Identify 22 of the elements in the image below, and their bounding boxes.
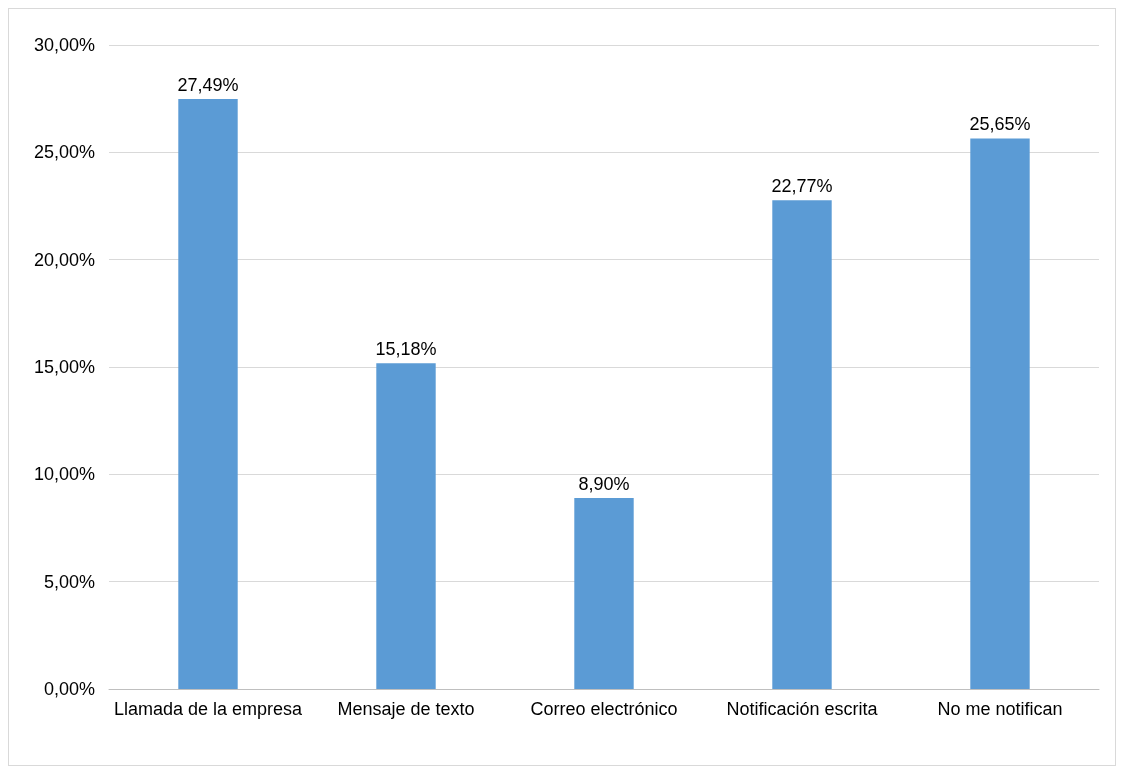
data-label: 8,90%: [578, 473, 630, 494]
bar: [772, 200, 832, 689]
y-tick-label: 10,00%: [33, 464, 95, 485]
y-tick-label: 5,00%: [43, 571, 95, 592]
y-tick-label: 30,00%: [33, 35, 95, 55]
data-label: 15,18%: [375, 339, 437, 360]
bar: [574, 497, 634, 689]
x-tick-label: Llamada de la empresa: [113, 699, 304, 719]
data-label: 22,77%: [771, 176, 833, 197]
bar: [178, 98, 238, 689]
x-tick-label: Correo electrónico: [530, 699, 678, 719]
y-tick-label: 15,00%: [33, 357, 95, 377]
y-tick-label: 0,00%: [43, 679, 95, 699]
y-tick-label: 20,00%: [33, 249, 95, 270]
x-tick-label: No me notifican: [937, 699, 1063, 719]
bar: [970, 138, 1030, 689]
y-tick-label: 25,00%: [33, 142, 95, 163]
x-tick-label: Mensaje de texto: [337, 699, 475, 719]
data-label: 27,49%: [177, 74, 239, 95]
x-tick-label: Notificación escrita: [726, 699, 879, 719]
bar: [376, 363, 436, 689]
data-label: 25,65%: [969, 114, 1031, 135]
